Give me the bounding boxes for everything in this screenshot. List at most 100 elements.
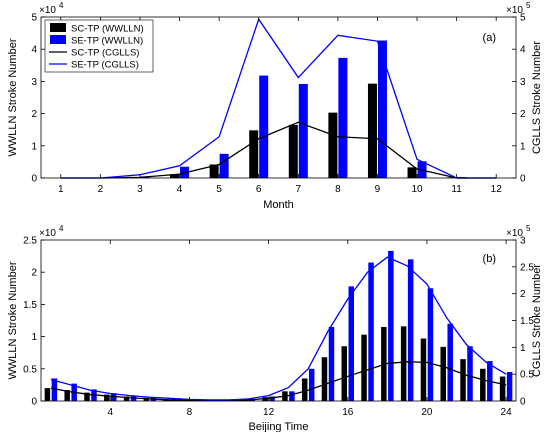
y-left-tick-label: 3 (31, 77, 37, 88)
x-tick-label: 12 (263, 407, 275, 418)
y-right-tick-label: 1.5 (520, 316, 534, 327)
y-right-tick-label: 4 (520, 45, 526, 56)
x-axis-label: Month (263, 199, 294, 211)
y-right-axis-label: CGLLS Stroke Number (531, 41, 543, 154)
panel-label: (b) (483, 253, 496, 265)
x-tick-label: 2 (98, 184, 104, 195)
right-multiplier: ×10 (506, 5, 523, 16)
bar-se-tp-wwlln (506, 372, 513, 401)
legend-entry: SC-TP (WWLLN) (71, 24, 144, 35)
legend: SC-TP (WWLLN)SE-TP (WWLLN)SC-TP (CGLLS)S… (44, 19, 154, 73)
y-left-tick-label: 2 (31, 268, 37, 279)
bar-sc-tp-wwlln (407, 167, 417, 178)
bar-sc-tp-wwlln (104, 394, 110, 401)
x-tick-label: 3 (137, 184, 143, 195)
y-left-axis-label: WWLLN Stroke Number (7, 261, 19, 379)
bar-se-tp-wwlln (328, 326, 335, 401)
bar-sc-tp-wwlln (84, 392, 90, 401)
bar-se-tp-wwlln (219, 153, 229, 178)
bar-se-tp-wwlln (368, 262, 374, 401)
bar-sc-tp-wwlln (44, 388, 51, 401)
bar-sc-tp-wwlln (440, 346, 446, 401)
right-exponent: 5 (526, 1, 531, 10)
bar-sc-tp-wwlln (249, 130, 259, 178)
y-left-tick-label: 0 (31, 174, 37, 185)
y-right-tick-label: 0.5 (520, 370, 534, 381)
x-tick-label: 7 (296, 184, 302, 195)
y-left-tick-label: 0 (31, 397, 37, 408)
y-right-tick-label: 3 (520, 77, 526, 88)
bar-sc-tp-wwlln (367, 83, 377, 178)
left-exponent: 4 (59, 224, 64, 233)
legend-entry: SC-TP (CGLLS) (71, 48, 139, 59)
bar-se-tp-wwlln (338, 57, 348, 178)
legend-box (44, 19, 154, 73)
bar-sc-tp-wwlln (341, 346, 348, 401)
y-right-axis-label: CGLLS Stroke Number (531, 264, 543, 377)
y-left-tick-label: 1 (31, 141, 37, 152)
bar-sc-tp-wwlln (288, 124, 298, 178)
right-multiplier: ×10 (506, 228, 523, 239)
line-sc-tp-cglls (50, 361, 507, 402)
bar-sc-tp-wwlln (170, 174, 180, 178)
y-left-tick-label: 1.5 (23, 300, 37, 311)
left-exponent: 4 (59, 1, 64, 10)
bar-se-tp-wwlln (348, 286, 355, 401)
x-tick-label: 12 (491, 184, 503, 195)
x-tick-label: 20 (421, 407, 433, 418)
y-right-tick-label: 2 (520, 289, 526, 300)
x-tick-label: 4 (177, 184, 183, 195)
x-tick-label: 16 (342, 407, 354, 418)
bar-se-tp-wwlln (298, 83, 308, 178)
y-left-tick-label: 4 (31, 45, 37, 56)
x-axis-label: Beijing Time (249, 421, 309, 432)
bar-sc-tp-wwlln (321, 357, 328, 401)
x-tick-label: 11 (451, 184, 462, 195)
y-right-tick-label: 2 (520, 109, 526, 120)
y-left-tick-label: 2 (31, 109, 37, 120)
bar-sc-tp-wwlln (480, 368, 486, 401)
bar-se-tp-wwlln (308, 368, 315, 401)
y-left-tick-label: 2.5 (23, 236, 37, 247)
y-left-axis-label: WWLLN Stroke Number (7, 38, 19, 156)
y-right-tick-label: 1 (520, 343, 526, 354)
x-tick-label: 24 (501, 407, 513, 418)
x-tick-label: 6 (256, 184, 262, 195)
legend-swatch (50, 35, 66, 44)
x-tick-label: 9 (375, 184, 381, 195)
bar-sc-tp-wwlln (328, 112, 338, 178)
x-tick-label: 8 (335, 184, 341, 195)
y-right-tick-label: 0 (520, 174, 526, 185)
bar-sc-tp-wwlln (123, 396, 130, 401)
line-sc-tp-cglls (60, 121, 497, 179)
bar-sc-tp-wwlln (499, 376, 506, 401)
y-right-tick-label: 2.5 (520, 262, 534, 273)
y-right-tick-label: 1 (520, 141, 526, 152)
legend-entry: SE-TP (WWLLN) (71, 36, 143, 47)
bar-sc-tp-wwlln (361, 334, 367, 401)
x-tick-label: 8 (187, 407, 193, 418)
x-tick-label: 10 (411, 184, 423, 195)
bar-sc-tp-wwlln (64, 390, 70, 401)
bar-se-tp-wwlln (289, 391, 295, 401)
legend-entry: SE-TP (CGLLS) (71, 60, 139, 71)
bar-se-tp-wwlln (467, 346, 473, 401)
y-left-tick-label: 1 (31, 332, 37, 343)
bar-se-tp-wwlln (269, 396, 275, 401)
y-left-tick-label: 0.5 (23, 364, 37, 375)
y-right-tick-label: 0 (520, 397, 526, 408)
bar-sc-tp-wwlln (460, 359, 466, 401)
x-tick-label: 1 (58, 184, 64, 195)
bar-sc-tp-wwlln (301, 378, 308, 401)
y-right-tick-label: 5 (520, 13, 526, 24)
legend-swatch (50, 23, 66, 32)
y-left-tick-label: 5 (31, 13, 37, 24)
y-right-tick-label: 3 (520, 236, 526, 247)
bar-se-tp-wwlln (111, 393, 117, 401)
bar-sc-tp-wwlln (143, 397, 150, 401)
bar-se-tp-wwlln (427, 288, 434, 401)
left-multiplier: ×10 (39, 5, 56, 16)
